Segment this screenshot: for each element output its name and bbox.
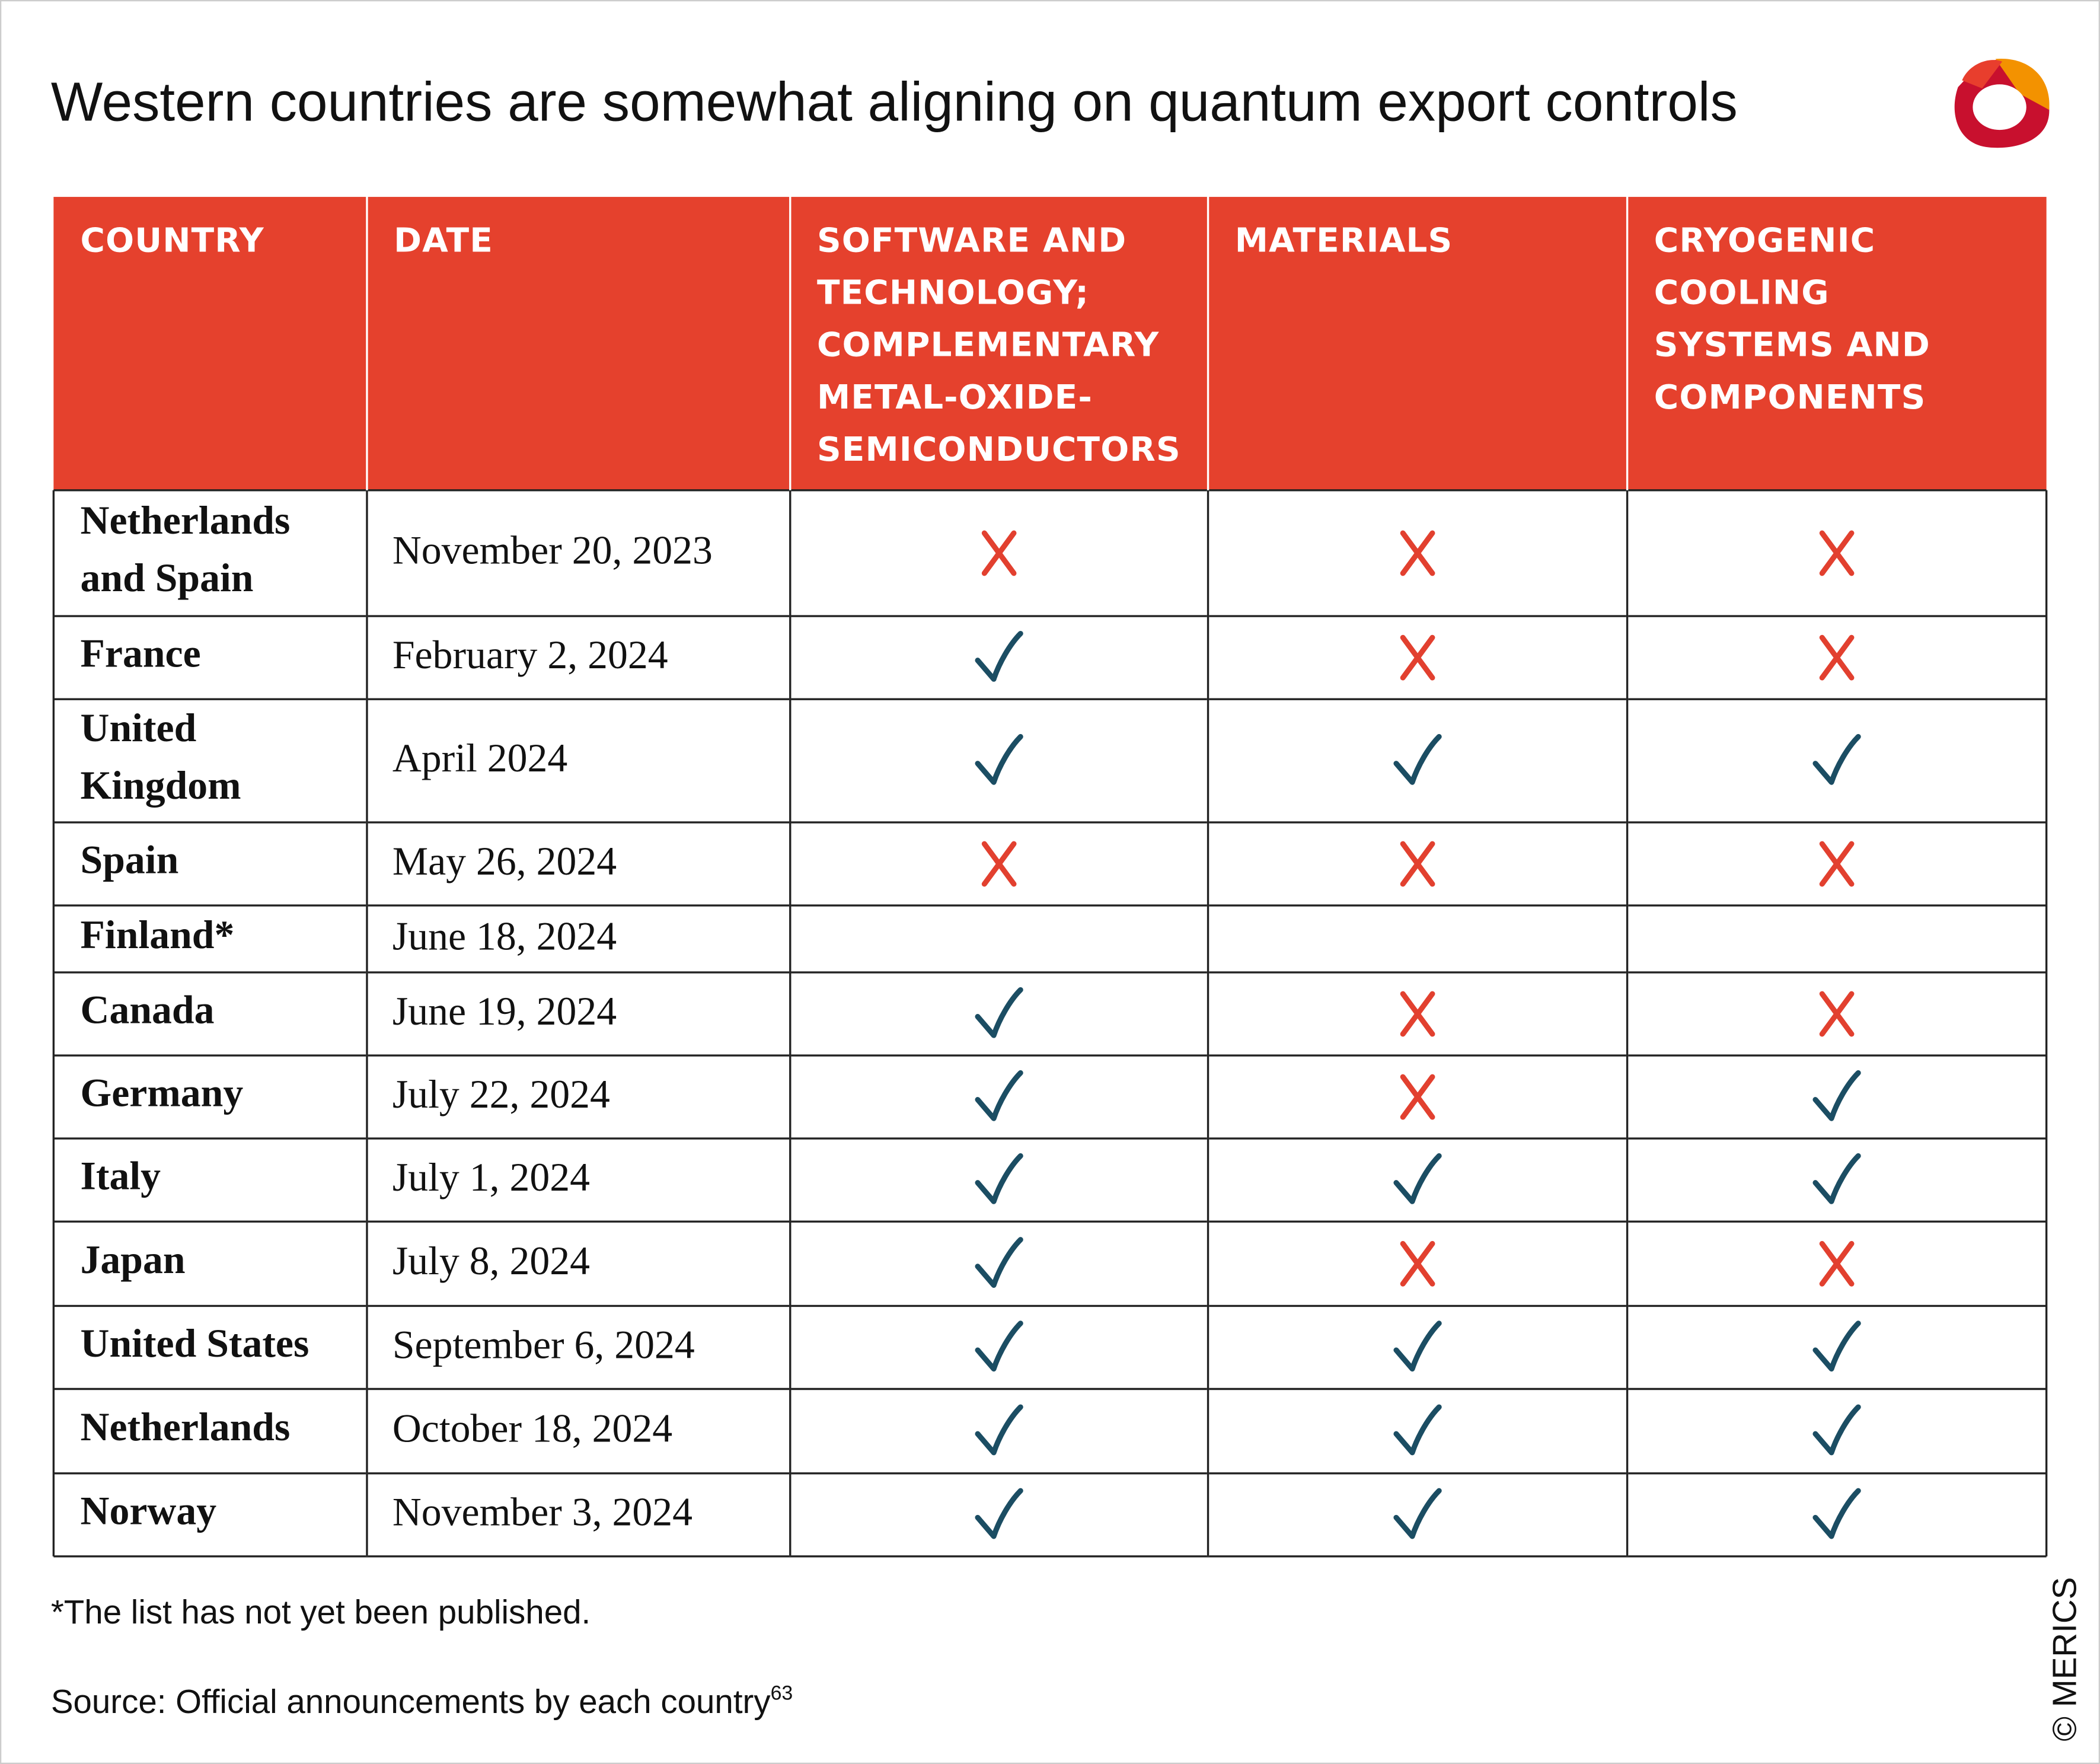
check-icon [1393, 1320, 1442, 1372]
country: Germany [81, 1071, 244, 1115]
title: Western countries are somewhat aligning … [51, 71, 1738, 132]
date: July 8, 2024 [392, 1239, 590, 1283]
check-icon [1393, 1404, 1442, 1456]
source-ref: 63 [771, 1682, 793, 1705]
cross-icon [1400, 991, 1435, 1037]
check-icon [1812, 1404, 1861, 1456]
check-icon [1393, 733, 1442, 785]
date: June 19, 2024 [392, 989, 617, 1033]
date: November 20, 2023 [392, 528, 713, 573]
cross-icon [1400, 841, 1435, 887]
cross-icon [1819, 530, 1855, 576]
check-icon [1812, 1488, 1861, 1539]
check-icon [975, 987, 1023, 1038]
cross-icon [1400, 634, 1435, 681]
date: September 6, 2024 [392, 1322, 695, 1367]
check-icon [1812, 733, 1861, 785]
header-cell: SOFTWARE AND [817, 221, 1126, 260]
copyright: © MERICS [2045, 1577, 2083, 1741]
country: Canada [81, 988, 215, 1032]
cross-icon [1819, 1240, 1855, 1287]
date: June 18, 2024 [392, 914, 617, 958]
date: April 2024 [392, 736, 567, 780]
cross-icon [1400, 530, 1435, 576]
country: Netherlands [81, 498, 291, 543]
date: July 1, 2024 [392, 1155, 590, 1200]
header-cell: COMPONENTS [1654, 378, 1926, 417]
check-icon [1393, 1153, 1442, 1204]
check-icon [975, 1488, 1023, 1539]
check-icon [1812, 1153, 1861, 1204]
check-icon [975, 733, 1023, 785]
header-cell: METAL-OXIDE- [817, 378, 1093, 417]
header-cell: COMPLEMENTARY [817, 326, 1159, 365]
cross-icon [1819, 841, 1855, 887]
cross-icon [1400, 1240, 1435, 1287]
check-icon [975, 630, 1023, 682]
header-cell: MATERIALS [1235, 221, 1453, 260]
country: Japan [81, 1237, 186, 1282]
check-icon [975, 1404, 1023, 1456]
country: Netherlands [81, 1405, 291, 1449]
country: Spain [81, 838, 179, 882]
country: Italy [81, 1154, 161, 1198]
header-cell: COOLING [1654, 274, 1830, 312]
cross-icon [1819, 634, 1855, 681]
country: Norway [81, 1488, 217, 1533]
header-cell: DATE [394, 221, 493, 260]
country: United [81, 706, 197, 750]
check-icon [975, 1070, 1023, 1121]
cross-icon [981, 841, 1017, 887]
header-cell: COUNTRY [81, 221, 264, 260]
cross-icon [981, 530, 1017, 576]
date: May 26, 2024 [392, 839, 617, 883]
check-icon [975, 1320, 1023, 1372]
header-cell: SEMICONDUCTORS [817, 430, 1181, 469]
country: United States [81, 1321, 309, 1366]
header-cell: SYSTEMS AND [1654, 326, 1930, 365]
check-icon [1393, 1488, 1442, 1539]
cross-icon [1400, 1074, 1435, 1120]
cross-icon [1819, 991, 1855, 1037]
table: COUNTRY DATE SOFTWARE AND TECHNOLOGY; COMPLE… [52, 197, 2048, 1558]
logo [1954, 59, 2050, 148]
source-text: Source: Official announcements by each c… [51, 1683, 771, 1720]
date: October 18, 2024 [392, 1406, 672, 1450]
country: France [81, 631, 201, 676]
check-icon [975, 1153, 1023, 1204]
check-icon [1812, 1320, 1861, 1372]
check-icon [975, 1237, 1023, 1288]
source: Source: Official announcements by each c… [51, 1682, 793, 1721]
footnote: *The list has not yet been published. [51, 1593, 591, 1631]
header-cell: CRYOGENIC [1654, 221, 1876, 260]
header-cell: TECHNOLOGY; [817, 274, 1089, 312]
date: February 2, 2024 [392, 633, 668, 677]
header-background [53, 197, 2047, 490]
date: July 22, 2024 [392, 1072, 610, 1117]
country: and Spain [81, 556, 254, 600]
country: Kingdom [81, 763, 241, 808]
check-icon [1812, 1070, 1861, 1121]
date: November 3, 2024 [392, 1490, 692, 1535]
country: Finland* [81, 913, 235, 957]
